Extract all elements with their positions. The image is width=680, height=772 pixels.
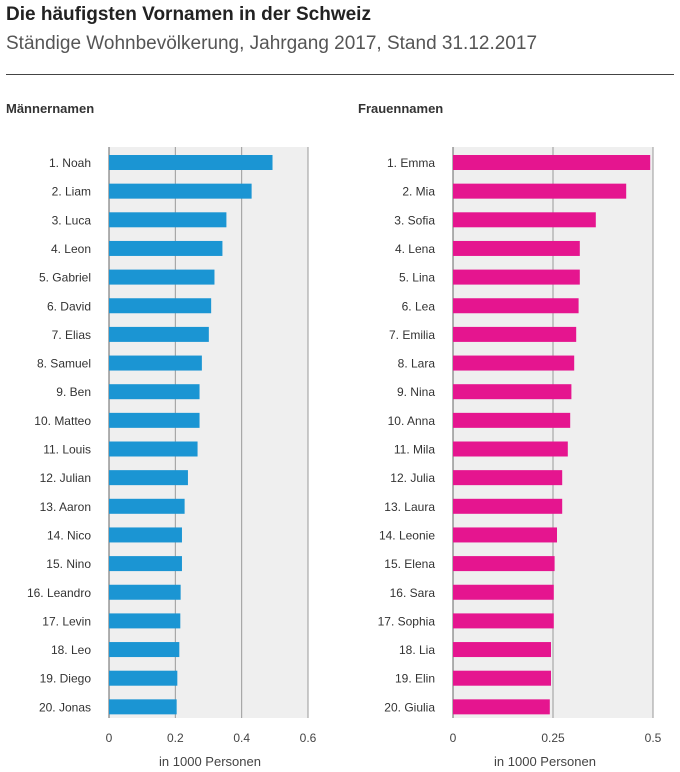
men-tick-label: 0.4 <box>233 731 250 745</box>
men-bar <box>109 240 223 256</box>
women-category-label: 7. Emilia <box>389 328 435 342</box>
women-category-label: 16. Sara <box>390 586 436 600</box>
men-tick-label: 0.6 <box>300 731 317 745</box>
women-bar <box>453 556 555 572</box>
women-bar <box>453 699 550 715</box>
women-category-label: 20. Giulia <box>384 700 435 714</box>
chart-title: Die häufigsten Vornamen in der Schweiz <box>6 4 371 25</box>
men-bar <box>109 441 198 457</box>
men-bar <box>109 498 185 514</box>
men-category-label: 11. Louis <box>43 443 91 457</box>
women-category-label: 17. Sophia <box>378 614 436 628</box>
women-bar <box>453 355 575 371</box>
men-category-label: 6. David <box>47 299 91 313</box>
women-category-label: 10. Anna <box>388 414 436 428</box>
women-tick-label: 0.5 <box>645 731 662 745</box>
panel-title-men: Männernamen <box>6 101 95 116</box>
men-bar <box>109 412 200 428</box>
women-bar <box>453 441 568 457</box>
women-x-axis-label: in 1000 Personen <box>494 754 596 769</box>
men-x-axis-label: in 1000 Personen <box>159 754 261 769</box>
men-bar <box>109 183 252 199</box>
men-bar <box>109 355 202 371</box>
women-bar <box>453 527 557 543</box>
women-bar <box>453 384 572 400</box>
chart-men: 0 0.2 0.4 0.6 1. Noah 2. Liam 3. Luca 4. Leon 5.… <box>27 147 317 769</box>
men-category-label: 20. Jonas <box>39 700 91 714</box>
men-category-label: 18. Leo <box>51 643 91 657</box>
men-category-label: 3. Luca <box>52 213 92 227</box>
women-category-label: 19. Elin <box>395 672 435 686</box>
men-bar <box>109 556 182 572</box>
panel-title-women: Frauennamen <box>358 101 444 116</box>
women-category-label: 1. Emma <box>387 156 435 170</box>
women-bar <box>453 498 563 514</box>
men-bar <box>109 613 181 629</box>
men-tick-label: 0.2 <box>167 731 184 745</box>
men-category-label: 10. Matteo <box>34 414 91 428</box>
women-category-label: 12. Julia <box>390 471 435 485</box>
men-category-label: 17. Levin <box>42 614 91 628</box>
men-category-label: 12. Julian <box>40 471 91 485</box>
men-plot-area <box>109 147 308 718</box>
women-bar <box>453 269 580 285</box>
men-bar <box>109 584 181 600</box>
title-divider <box>6 74 674 75</box>
men-bar <box>109 326 209 342</box>
men-category-label: 4. Leon <box>51 242 91 256</box>
men-category-label: 1. Noah <box>49 156 91 170</box>
men-bar <box>109 298 212 314</box>
women-category-label: 11. Mila <box>394 443 435 457</box>
men-bar <box>109 212 227 228</box>
women-bar <box>453 584 554 600</box>
chart-subtitle: Ständige Wohnbevölkerung, Jahrgang 2017,… <box>6 33 538 54</box>
women-bar <box>453 412 571 428</box>
women-category-label: 5. Lina <box>399 271 435 285</box>
women-category-label: 14. Leonie <box>379 528 435 542</box>
women-category-label: 2. Mia <box>402 185 435 199</box>
men-category-label: 5. Gabriel <box>39 271 91 285</box>
women-bar <box>453 240 580 256</box>
women-category-label: 6. Lea <box>402 299 436 313</box>
men-category-label: 15. Nino <box>46 557 91 571</box>
men-tick-label: 0 <box>106 731 113 745</box>
men-bar <box>109 699 177 715</box>
women-bar <box>453 642 551 658</box>
women-bar <box>453 298 579 314</box>
women-category-label: 4. Lena <box>395 242 435 256</box>
men-category-label: 14. Nico <box>47 528 91 542</box>
men-category-label: 7. Elias <box>52 328 91 342</box>
women-category-label: 8. Lara <box>398 357 436 371</box>
women-bar <box>453 326 577 342</box>
men-category-label: 13. Aaron <box>40 500 91 514</box>
women-category-label: 3. Sofia <box>394 213 435 227</box>
men-bar <box>109 470 188 486</box>
women-category-label: 13. Laura <box>384 500 435 514</box>
men-category-label: 8. Samuel <box>37 357 91 371</box>
women-category-label: 15. Elena <box>384 557 435 571</box>
women-bar <box>453 183 627 199</box>
women-bar <box>453 670 551 686</box>
women-tick-label: 0.25 <box>541 731 565 745</box>
women-category-label: 18. Lia <box>399 643 435 657</box>
men-bar <box>109 155 273 170</box>
men-category-label: 19. Diego <box>40 672 92 686</box>
men-bar <box>109 384 200 400</box>
women-tick-label: 0 <box>450 731 457 745</box>
men-bar <box>109 642 180 658</box>
men-category-label: 2. Liam <box>52 185 91 199</box>
women-bar <box>453 212 596 228</box>
men-category-label: 9. Ben <box>56 385 91 399</box>
women-bar <box>453 470 563 486</box>
men-bar <box>109 670 178 686</box>
women-bar <box>453 613 554 629</box>
men-category-label: 16. Leandro <box>27 586 91 600</box>
women-bar <box>453 155 651 170</box>
chart-women: 0 0.25 0.5 1. Emma 2. Mia 3. Sofia 4. Lena 5. L… <box>378 147 662 769</box>
women-category-label: 9. Nina <box>397 385 435 399</box>
men-bar <box>109 269 215 285</box>
men-bar <box>109 527 182 543</box>
